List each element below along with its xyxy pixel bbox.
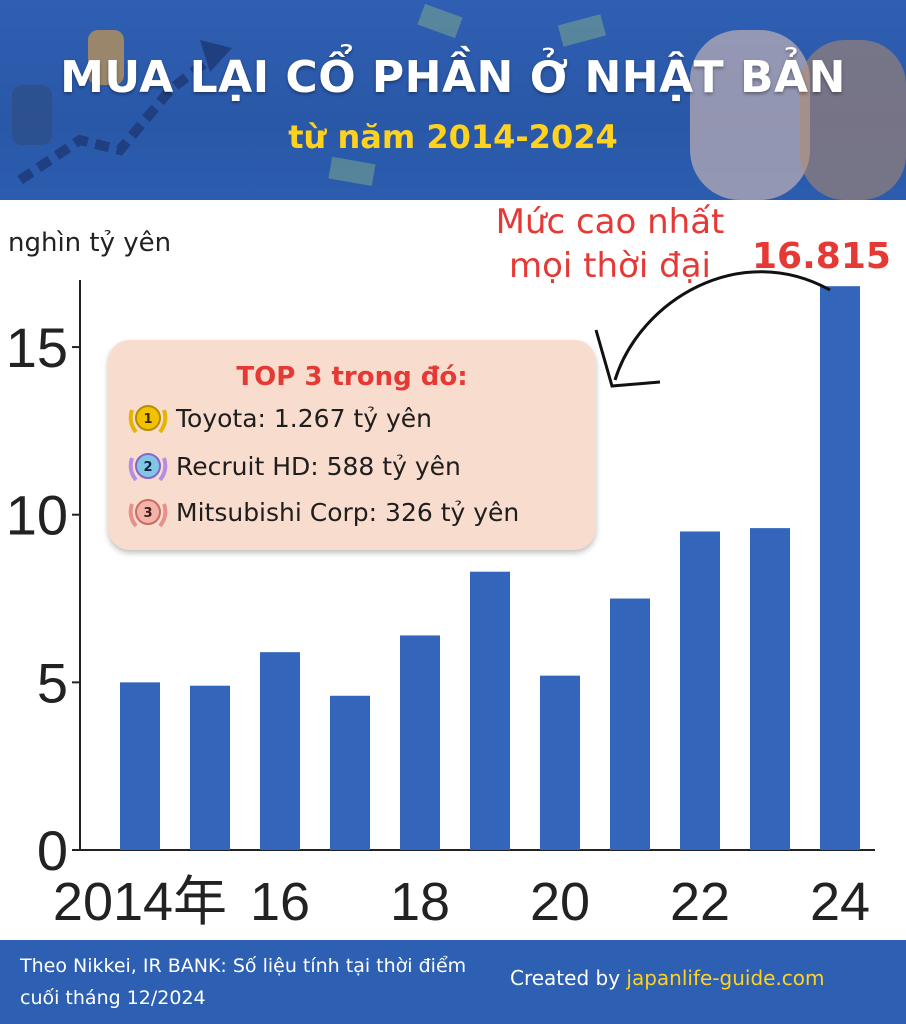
gold-medal-icon: 1 — [128, 405, 168, 434]
credit-site-link[interactable]: japanlife-guide.com — [626, 966, 825, 990]
top3-box: TOP 3 trong đó: 1 Toyota: 1.267 tỷ yên 2… — [108, 340, 596, 550]
top3-item-text: Toyota: 1.267 tỷ yên — [176, 403, 432, 433]
top3-item: 1 Toyota: 1.267 tỷ yên — [126, 398, 432, 438]
header-decoration — [12, 3, 906, 200]
medal-rank: 1 — [143, 412, 152, 427]
y-axis-label: nghìn tỷ yên — [8, 228, 172, 258]
bar-chart: 0 5 10 15 2014年 16 18 20 22 24 — [6, 270, 875, 932]
medal-rank: 2 — [143, 460, 152, 475]
y-tick-label: 0 — [37, 819, 68, 882]
top3-title: TOP 3 trong đó: — [236, 362, 468, 392]
page-title: MUA LẠI CỔ PHẦN Ở NHẬT BẢN — [60, 52, 846, 103]
bar — [540, 675, 580, 850]
source-note: Theo Nikkei, IR BANK: Số liệu tính tại t… — [20, 955, 467, 1009]
bar — [190, 685, 230, 850]
bar — [610, 598, 650, 850]
top3-item: 3 Mitsubishi Corp: 326 tỷ yên — [126, 492, 519, 532]
silver-medal-icon: 2 — [128, 453, 168, 482]
top3-item-text: Mitsubishi Corp: 326 tỷ yên — [176, 497, 520, 527]
x-tick-label: 2014年 — [53, 872, 227, 932]
peak-annotation: Mức cao nhất mọi thời đại — [495, 202, 725, 286]
credit: Created by japanlife-guide.com — [510, 966, 825, 990]
x-tick-label: 16 — [250, 872, 310, 932]
x-tick-label: 18 — [390, 872, 450, 932]
annotation-arrowhead — [594, 329, 661, 388]
peak-value-label: 16.815 — [752, 236, 891, 277]
top3-item: 2 Recruit HD: 588 tỷ yên — [126, 446, 461, 486]
x-tick-label: 22 — [670, 872, 730, 932]
bar — [330, 695, 370, 850]
y-tick-label: 5 — [37, 651, 68, 714]
annotation-arrow — [613, 270, 831, 381]
bar — [820, 286, 860, 850]
y-tick-label: 10 — [6, 484, 68, 547]
x-tick-label: 20 — [530, 872, 590, 932]
y-tick-label: 15 — [6, 316, 68, 379]
bar — [470, 571, 510, 850]
bar — [120, 682, 160, 850]
bar — [750, 528, 790, 850]
medal-rank: 3 — [143, 506, 152, 521]
header-banner: MUA LẠI CỔ PHẦN Ở NHẬT BẢN từ năm 2014-2… — [0, 0, 906, 200]
bar — [400, 635, 440, 850]
page-subtitle: từ năm 2014-2024 — [288, 118, 618, 156]
footer-bar — [0, 940, 906, 1024]
bronze-medal-icon: 3 — [128, 499, 168, 528]
bar — [680, 531, 720, 850]
bar — [260, 652, 300, 850]
x-tick-label: 24 — [810, 872, 870, 932]
top3-item-text: Recruit HD: 588 tỷ yên — [176, 451, 461, 481]
credit-prefix: Created by — [510, 966, 621, 990]
